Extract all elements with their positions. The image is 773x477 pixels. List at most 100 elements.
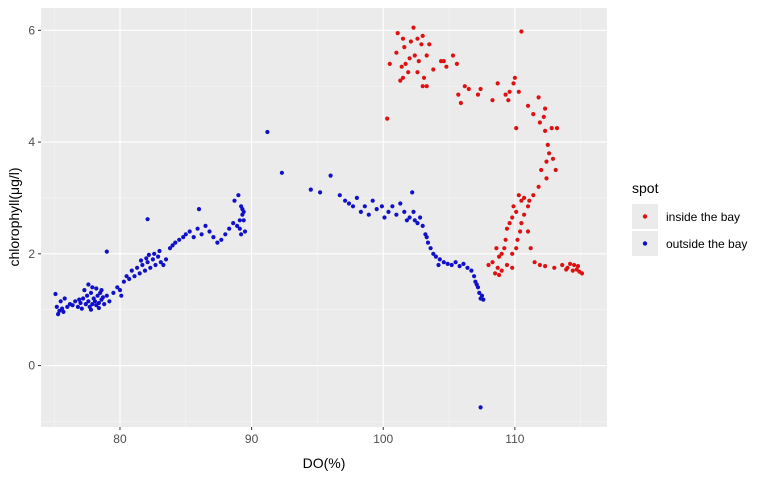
- y-tick-label: 6: [28, 23, 35, 37]
- data-point: [404, 218, 409, 223]
- data-point: [550, 156, 556, 161]
- data-point: [525, 229, 531, 234]
- data-point: [79, 306, 84, 311]
- data-point: [337, 193, 342, 198]
- x-tick-label: 100: [373, 432, 393, 446]
- data-point: [90, 302, 95, 307]
- data-point: [366, 212, 371, 217]
- data-point: [237, 226, 242, 231]
- data-point: [385, 116, 390, 121]
- data-point: [142, 268, 148, 273]
- data-point: [475, 92, 481, 97]
- data-point: [390, 204, 395, 209]
- data-point: [450, 53, 456, 58]
- data-point: [475, 285, 481, 290]
- data-point: [328, 173, 333, 178]
- data-point: [544, 176, 549, 181]
- data-point: [441, 59, 446, 64]
- series-inside-the-bay: [385, 25, 585, 278]
- data-point: [177, 237, 182, 242]
- data-point: [519, 29, 524, 34]
- data-point: [418, 215, 423, 220]
- data-point: [100, 295, 105, 300]
- legend-title: spot: [632, 180, 659, 196]
- data-point: [145, 217, 150, 222]
- data-point: [461, 261, 466, 266]
- data-point: [525, 103, 531, 108]
- data-point: [379, 204, 384, 209]
- legend-key-outside-the-bay: [642, 241, 648, 246]
- data-point: [552, 265, 557, 270]
- data-point: [167, 246, 173, 251]
- data-point: [62, 296, 67, 301]
- y-tick-label: 4: [28, 135, 35, 149]
- y-axis-title: chlorophyll(μg/l): [6, 167, 22, 266]
- data-point: [444, 64, 449, 69]
- data-point: [499, 251, 504, 256]
- data-point: [512, 75, 518, 80]
- data-point: [343, 198, 348, 203]
- data-point: [219, 237, 224, 242]
- data-point: [490, 260, 495, 265]
- data-point: [458, 100, 463, 106]
- data-point: [504, 262, 510, 268]
- grid-lines: [41, 8, 607, 427]
- data-point: [543, 264, 548, 269]
- data-point: [137, 271, 142, 276]
- data-point: [387, 61, 392, 66]
- data-point: [362, 204, 367, 209]
- data-point: [547, 151, 552, 156]
- data-point: [522, 212, 527, 217]
- x-tick-label: 80: [113, 432, 127, 446]
- data-point: [279, 170, 284, 175]
- data-point: [150, 257, 155, 262]
- data-point: [514, 126, 519, 131]
- data-point: [456, 92, 461, 97]
- data-point: [223, 232, 228, 237]
- data-point: [161, 262, 166, 268]
- data-point: [514, 246, 519, 251]
- data-point: [350, 204, 356, 209]
- data-point: [132, 274, 137, 279]
- data-point: [236, 193, 241, 198]
- data-point: [537, 262, 543, 268]
- data-point: [96, 300, 101, 306]
- data-point: [86, 282, 91, 287]
- data-point: [207, 229, 212, 234]
- data-point: [466, 86, 471, 92]
- data-point: [58, 299, 63, 304]
- data-point: [53, 291, 58, 297]
- data-point: [519, 198, 524, 203]
- data-point: [148, 265, 153, 270]
- y-tick-label: 0: [28, 359, 35, 373]
- data-point: [374, 207, 379, 212]
- data-point: [494, 246, 499, 251]
- data-point: [472, 274, 477, 279]
- data-point: [239, 232, 244, 237]
- data-point: [497, 254, 502, 259]
- data-point: [516, 89, 521, 94]
- legend-label-inside-the-bay: inside the bay: [666, 210, 740, 224]
- data-point: [195, 226, 200, 231]
- y-tick-label: 2: [28, 247, 35, 261]
- data-point: [156, 254, 161, 259]
- data-point: [572, 262, 577, 268]
- data-point: [115, 285, 120, 290]
- data-point: [527, 198, 532, 203]
- data-point: [394, 212, 399, 217]
- data-point: [83, 302, 88, 307]
- data-point: [575, 264, 581, 269]
- data-point: [77, 297, 82, 302]
- data-point: [510, 265, 515, 270]
- data-point: [568, 261, 573, 266]
- data-point: [510, 215, 515, 220]
- data-point: [511, 81, 516, 86]
- data-point: [400, 75, 406, 80]
- data-point: [402, 45, 407, 50]
- data-point: [95, 293, 100, 298]
- data-point: [96, 305, 101, 311]
- data-point: [497, 272, 502, 278]
- data-point: [88, 307, 94, 312]
- data-point: [104, 249, 109, 254]
